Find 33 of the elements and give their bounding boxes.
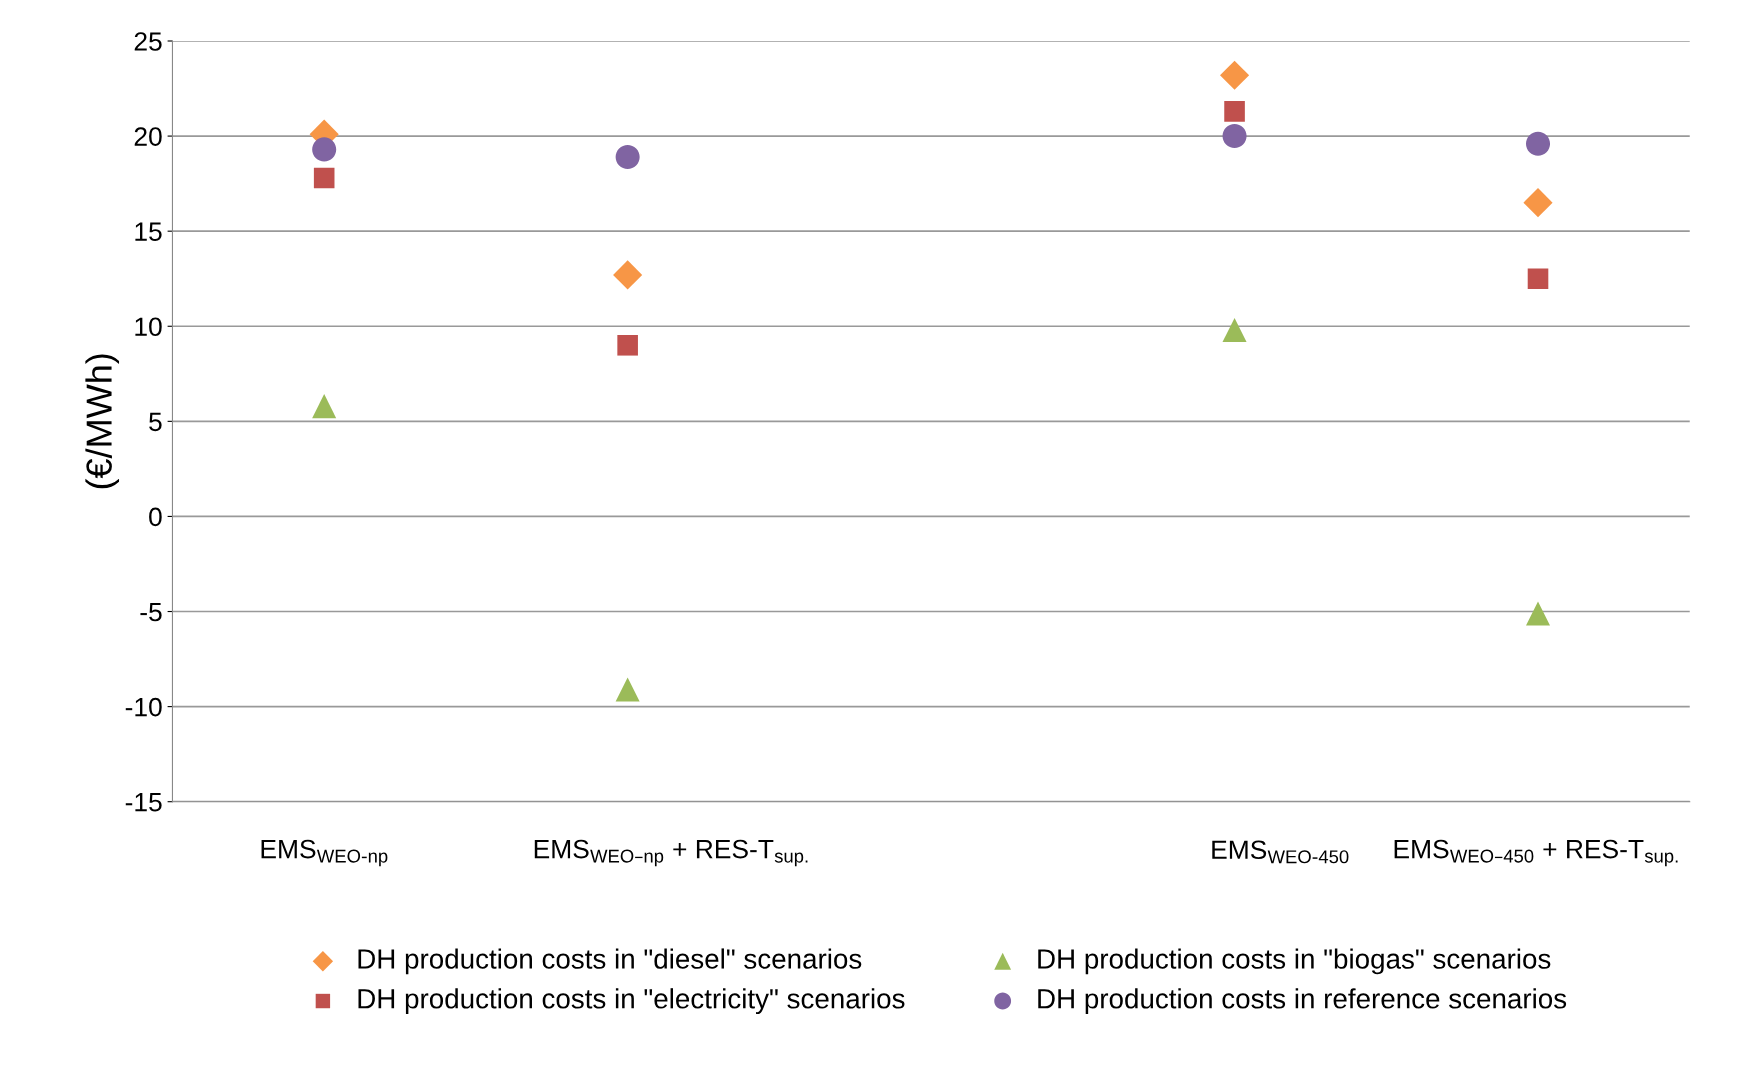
point [615,144,640,170]
y-tick-label: 20 [134,127,162,146]
x-tick-label: EMS$_{WEO–np}$ + RES-T$_{sup.}$ [534,839,808,867]
x-tick-label: EMS$_{WEO-450}$ [1212,840,1349,864]
legend-label: DH production costs in reference scenarios [1038,988,1567,1015]
x-tick-label: EMS$_{WEO-np}$ [261,839,388,867]
y-tick-label: 10 [135,317,162,337]
legend-label: DH production costs in "biogas" scenarios [1038,948,1551,975]
x-tick-label: EMS$_{WEO–450}$ + RES-T$_{sup.}$ [1394,839,1678,867]
point [1224,101,1245,122]
y-tick-label: -5 [140,602,162,622]
point [615,677,640,702]
point [613,260,643,290]
point [1525,601,1551,626]
y-axis-title: (€/MWh) [85,354,120,489]
point [1222,318,1247,343]
point [1219,60,1250,90]
y-tick-label: -15 [125,793,162,812]
y-tick-label: -10 [125,697,162,717]
point [1527,268,1549,290]
point [1222,124,1247,149]
point [617,334,638,356]
point [312,394,337,419]
y-tick-label: 5 [149,412,162,432]
point [312,137,337,162]
y-tick-label: 25 [134,32,162,51]
point [313,167,335,189]
point [1525,131,1551,156]
y-tick-label: 15 [135,222,162,241]
point [1523,188,1553,218]
legend-label: DH production costs in "diesel" scenarios [358,948,862,975]
y-tick-label: 0 [149,507,162,527]
legend-label: DH production costs in "electricity" scenarios [358,988,905,1015]
